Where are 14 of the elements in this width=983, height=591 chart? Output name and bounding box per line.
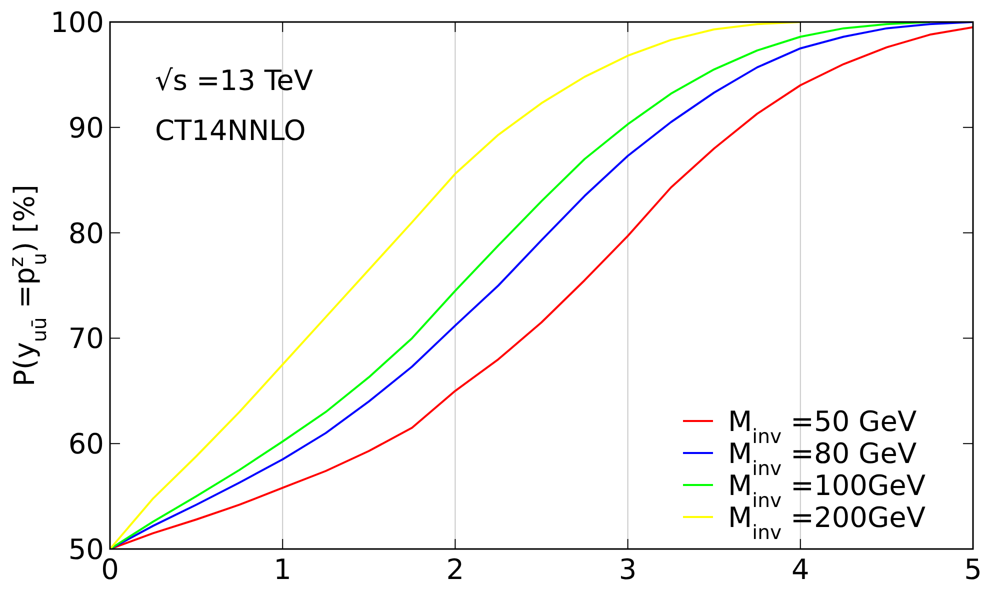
x-tick-label: 0 [101,553,119,586]
y-tick-label: 90 [68,111,104,144]
annotation: √s =13 TeV [155,64,314,97]
annotation: CT14NNLO [155,114,306,147]
y-tick-label: 80 [68,216,104,250]
x-tick-label: 3 [618,553,637,586]
x-tick-label: 1 [274,553,292,586]
x-tick-label: 2 [446,553,464,586]
y-tick-label: 70 [68,322,104,356]
y-tick-label: 60 [68,428,104,461]
x-tick-label: 5 [964,553,982,586]
y-tick-label: 50 [68,533,104,566]
y-tick-label: 100 [50,6,104,39]
x-tick-label: 4 [791,553,810,586]
